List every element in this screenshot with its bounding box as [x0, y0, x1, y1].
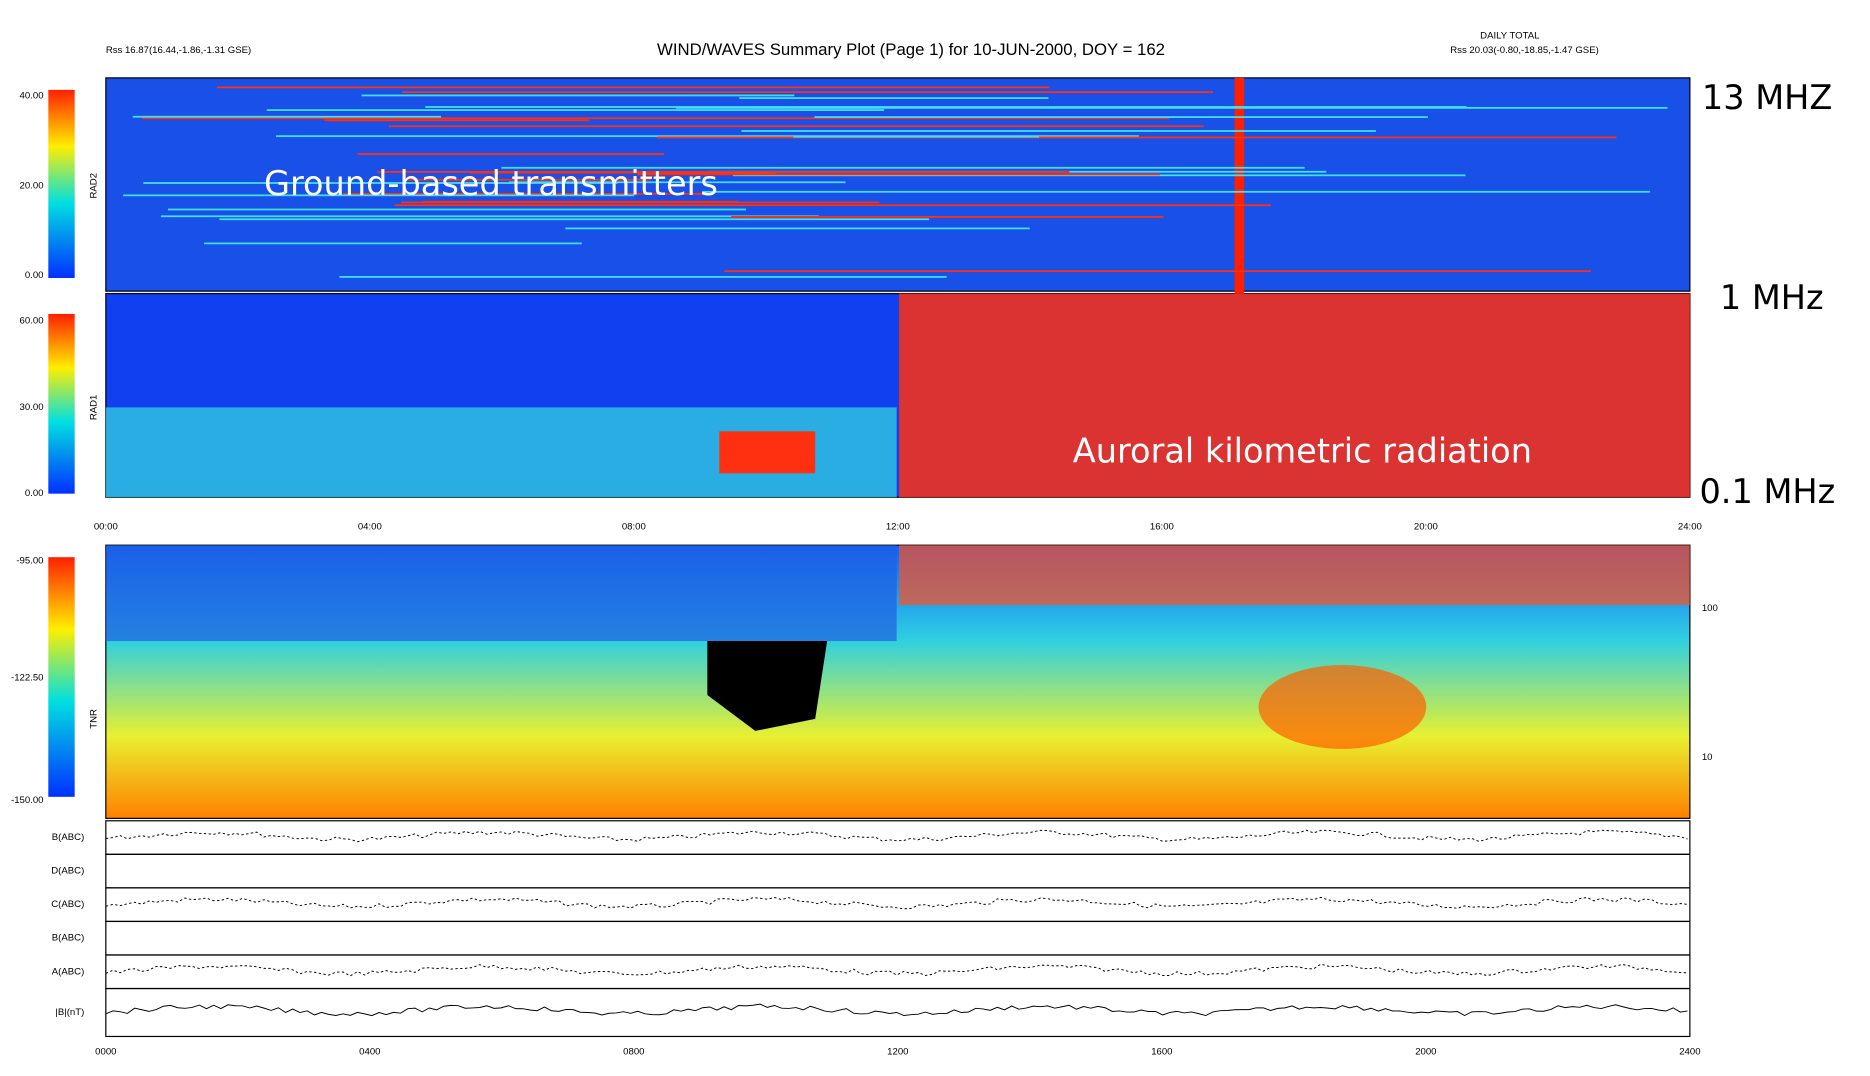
line-panel-label: D(ABC) [51, 866, 84, 877]
line-panel-label: A(ABC) [52, 966, 84, 977]
emission-stripe [204, 243, 582, 245]
annotation: Ground-based transmitters [264, 164, 718, 203]
annotation: Auroral kilometric radiation [1073, 431, 1532, 470]
emission-stripe [402, 91, 1213, 93]
panel-label: RAD1 [88, 395, 99, 421]
emission-stripe [741, 130, 1375, 132]
emission-stripe [739, 97, 1048, 99]
emission-stripe [339, 276, 946, 278]
emission-stripe [133, 116, 441, 118]
header-right-top: DAILY TOTAL [1480, 30, 1540, 41]
emission-stripe [324, 119, 588, 121]
time-label: 0000 [95, 1047, 116, 1058]
colorbar [48, 90, 74, 278]
annotation: 1 MHz [1720, 278, 1824, 317]
emission-stripe [217, 86, 1050, 88]
summary-plot: WIND/WAVES Summary Plot (Page 1) for 10-… [0, 0, 1870, 1076]
tnr-top [899, 545, 1690, 605]
tnr-quiet [106, 545, 897, 641]
panel-label: TNR [88, 709, 99, 729]
emission-stripe [724, 270, 1591, 272]
colorbar [48, 314, 74, 494]
emission-stripe [357, 153, 663, 155]
rad1-burst [719, 431, 815, 473]
colorbar-tick: 30.00 [20, 402, 44, 413]
time-label: 20:00 [1414, 522, 1438, 533]
time-label: 0800 [623, 1047, 644, 1058]
line-panel-label: B(ABC) [52, 832, 84, 843]
emission-stripe [703, 191, 1650, 193]
emission-stripe [267, 109, 884, 111]
emission-stripe [565, 228, 1029, 230]
colorbar-tick: -150.00 [11, 795, 44, 806]
colorbar-tick: -95.00 [16, 555, 43, 566]
emission-stripe [389, 125, 1204, 127]
time-label: 08:00 [622, 522, 646, 533]
time-label: 2400 [1679, 1047, 1700, 1058]
emission-stripe [219, 218, 929, 220]
right-tick: 100 [1702, 603, 1718, 614]
time-label: 0400 [359, 1047, 380, 1058]
time-label: 04:00 [358, 522, 382, 533]
emission-stripe [168, 209, 746, 211]
right-tick: 10 [1702, 752, 1713, 763]
emission-stripe [676, 107, 1667, 109]
trace [106, 1004, 1688, 1015]
trace [106, 897, 1688, 908]
time-label: 00:00 [94, 522, 118, 533]
annotation: 13 MHZ [1702, 78, 1833, 117]
emission-stripe [362, 95, 795, 97]
colorbar-tick: 20.00 [20, 180, 44, 191]
colorbar-tick: -122.50 [11, 673, 44, 684]
trace [106, 964, 1688, 976]
time-label: 1200 [887, 1047, 908, 1058]
line-panel [106, 921, 1690, 955]
time-label: 1600 [1151, 1047, 1172, 1058]
title: WIND/WAVES Summary Plot (Page 1) for 10-… [657, 40, 1165, 59]
emission-stripe [814, 116, 1427, 118]
time-label: 12:00 [886, 522, 910, 533]
colorbar-tick: 60.00 [20, 316, 44, 327]
line-panel-label: B(ABC) [52, 933, 84, 944]
emission-stripe [161, 215, 819, 217]
panel-label: RAD2 [88, 173, 99, 199]
time-label: 16:00 [1150, 522, 1174, 533]
line-panel-label: |B|(nT) [55, 1007, 84, 1018]
time-label: 2000 [1415, 1047, 1436, 1058]
emission-stripe [793, 136, 1039, 138]
line-panel [106, 854, 1690, 888]
header-left: Rss 16.87(16.44,-1.86,-1.31 GSE) [106, 45, 251, 56]
burst-line [1235, 78, 1245, 294]
time-label: 24:00 [1678, 522, 1702, 533]
trace [106, 830, 1688, 842]
header-right: Rss 20.03(-0.80,-18.85,-1.47 GSE) [1450, 45, 1599, 56]
tnr-feature [1259, 665, 1427, 749]
line-panel [106, 821, 1690, 855]
emission-stripe [731, 216, 1163, 218]
colorbar [48, 557, 74, 797]
line-panel-label: C(ABC) [51, 899, 84, 910]
colorbar-tick: 0.00 [25, 270, 44, 281]
emission-stripe [395, 204, 1271, 206]
annotation: 0.1 MHz [1699, 472, 1835, 511]
colorbar-tick: 40.00 [20, 90, 44, 101]
colorbar-tick: 0.00 [25, 488, 44, 499]
